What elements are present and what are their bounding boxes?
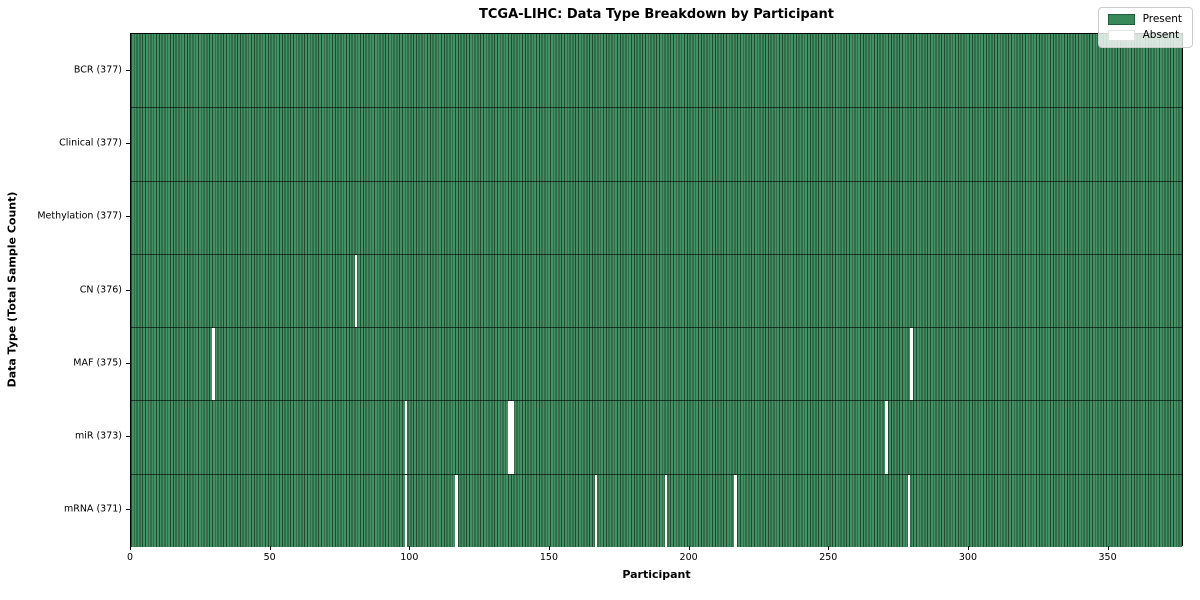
y-tick-MAF [126,362,130,364]
x-tick-label-150: 150 [539,552,559,563]
x-tick-250 [828,546,830,550]
y-axis-label: Data Type (Total Sample Count) [5,191,19,388]
legend-label-present: Present [1142,13,1182,25]
y-tick-Methylation [126,216,130,218]
y-tick-Clinical [126,142,130,144]
absent-mark-miR-135 [508,401,511,474]
x-tick-label-350: 350 [1098,552,1117,563]
y-tick-CN [126,289,130,291]
y-tick-label-mRNA: mRNA (371) [63,503,122,515]
x-tick-350 [1107,546,1109,550]
heatmap-row-CN [131,253,1182,328]
y-tick-mRNA [126,509,130,511]
absent-mark-CN-80 [354,254,358,328]
heatmap-plot-area [130,33,1183,547]
heatmap-row-mRNA [131,473,1182,547]
chart-title: TCGA-LIHC: Data Type Breakdown by Partic… [479,7,834,22]
heatmap-row-miR [131,400,1182,474]
absent-mark-miR-270 [885,401,888,474]
heatmap-row-BCR [131,34,1182,108]
legend-entry-absent: Absent [1107,29,1182,41]
absent-mark-mRNA-116 [455,474,458,547]
x-tick-0 [130,546,131,550]
legend-label-absent: Absent [1142,29,1180,41]
y-tick-label-BCR: BCR (377) [73,64,122,76]
x-tick-label-50: 50 [263,552,276,563]
x-tick-300 [967,546,969,550]
y-tick-label-Methylation: Methylation (377) [37,210,122,222]
x-tick-label-200: 200 [679,552,698,563]
legend-entry-present: Present [1107,13,1182,25]
absent-mark-MAF-279 [910,328,913,401]
absent-mark-mRNA-191 [664,474,668,547]
heatmap-row-Clinical [131,107,1182,181]
y-tick-label-Clinical: Clinical (377) [59,137,122,149]
y-tick-label-MAF: MAF (375) [73,357,122,369]
y-tick-label-miR: miR (373) [74,430,122,442]
legend-swatch-present-icon [1107,14,1135,25]
x-tick-label-250: 250 [819,552,838,563]
x-tick-100 [409,546,411,550]
heatmap-row-Methylation [131,180,1182,254]
x-tick-150 [548,546,550,550]
y-tick-miR [126,436,130,438]
x-tick-label-0: 0 [126,552,134,563]
heatmap-row-MAF [131,327,1182,401]
x-tick-200 [688,546,690,550]
absent-mark-mRNA-278 [907,474,911,547]
legend: Present Absent [1097,7,1193,48]
x-axis-label: Participant [622,568,691,581]
absent-mark-mRNA-166 [594,474,598,547]
absent-mark-miR-136 [511,401,514,474]
x-tick-label-300: 300 [958,552,977,563]
x-tick-50 [269,546,271,550]
absent-mark-mRNA-98 [404,474,408,547]
x-tick-label-100: 100 [400,552,419,563]
y-tick-BCR [126,69,130,71]
y-tick-label-CN: CN (376) [79,284,122,295]
absent-mark-MAF-29 [212,328,215,401]
absent-mark-mRNA-216 [734,474,737,547]
legend-swatch-absent-icon [1107,30,1135,41]
absent-mark-miR-98 [404,401,408,474]
